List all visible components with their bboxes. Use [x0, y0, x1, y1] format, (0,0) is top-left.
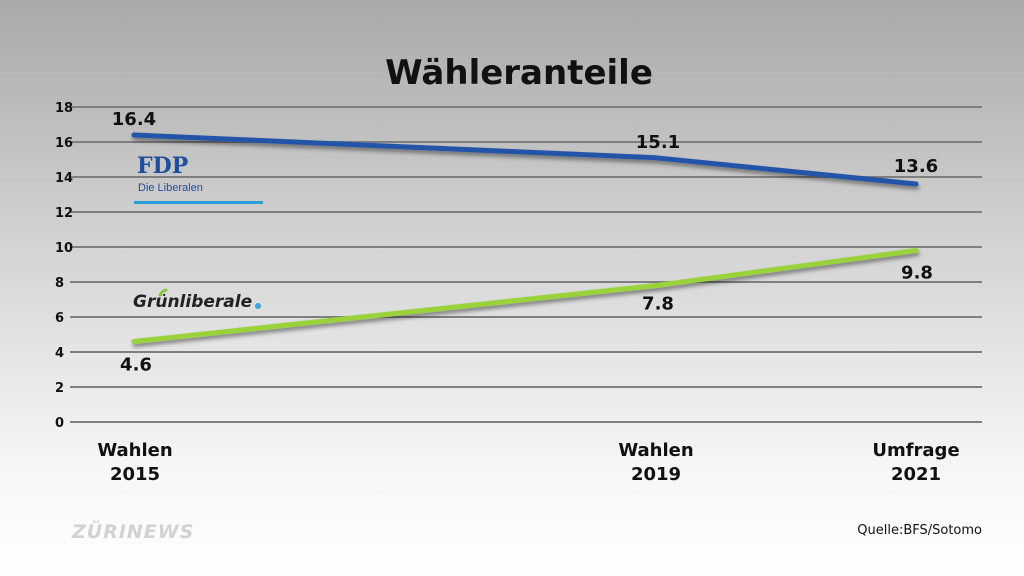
- y-tick-label: 18: [55, 101, 73, 116]
- y-tick-label: 8: [55, 276, 64, 291]
- grid-lines: [70, 106, 982, 423]
- glp-logo-dot: [255, 303, 261, 309]
- y-tick-label: 6: [55, 311, 64, 326]
- y-tick-label: 12: [55, 206, 73, 221]
- data-labels: 16.4 15.1 13.6 4.6 7.8 9.8: [112, 109, 938, 376]
- data-label: 7.8: [642, 294, 674, 315]
- x-tick-label: 2019: [631, 464, 681, 485]
- series-line-2: [131, 248, 919, 344]
- series-line-1: [131, 132, 919, 187]
- x-tick-label: Umfrage: [872, 440, 959, 461]
- source-note: Quelle:BFS/Sotomo: [857, 523, 982, 538]
- y-tick-label: 4: [55, 346, 64, 361]
- data-label: 16.4: [112, 109, 156, 130]
- data-label: 15.1: [636, 132, 680, 153]
- data-label: 13.6: [894, 156, 938, 177]
- fdp-logo-subtitle: Die Liberalen: [138, 182, 203, 194]
- glp-logo: Grünliberale: [133, 288, 261, 312]
- y-tick-label: 10: [55, 241, 73, 256]
- data-label: 4.6: [120, 355, 152, 376]
- glp-logo-leaf: [158, 288, 168, 297]
- fdp-logo: FDP Die Liberalen: [134, 153, 263, 204]
- series-lines: [131, 132, 919, 344]
- y-tick-label: 14: [55, 171, 73, 186]
- x-axis-labels: Wahlen 2015 Wahlen 2019 Umfrage 2021: [97, 440, 959, 485]
- fdp-logo-name: FDP: [137, 153, 188, 179]
- x-tick-label: 2015: [110, 464, 160, 485]
- y-axis-ticks: 0 2 4 6 8 10 12 14 16 18: [55, 101, 73, 431]
- chart-title: Wähleranteile: [385, 53, 653, 93]
- glp-logo-name: Grünliberale: [133, 292, 252, 312]
- x-tick-label: Wahlen: [97, 440, 172, 461]
- y-tick-label: 0: [55, 416, 64, 431]
- data-label: 9.8: [901, 263, 933, 284]
- x-tick-label: Wahlen: [618, 440, 693, 461]
- fdp-logo-underline: [134, 201, 263, 204]
- watermark-logo: ZÜRINEWS: [71, 519, 194, 543]
- y-tick-label: 2: [55, 381, 64, 396]
- y-tick-label: 16: [55, 136, 73, 151]
- x-tick-label: 2021: [891, 464, 941, 485]
